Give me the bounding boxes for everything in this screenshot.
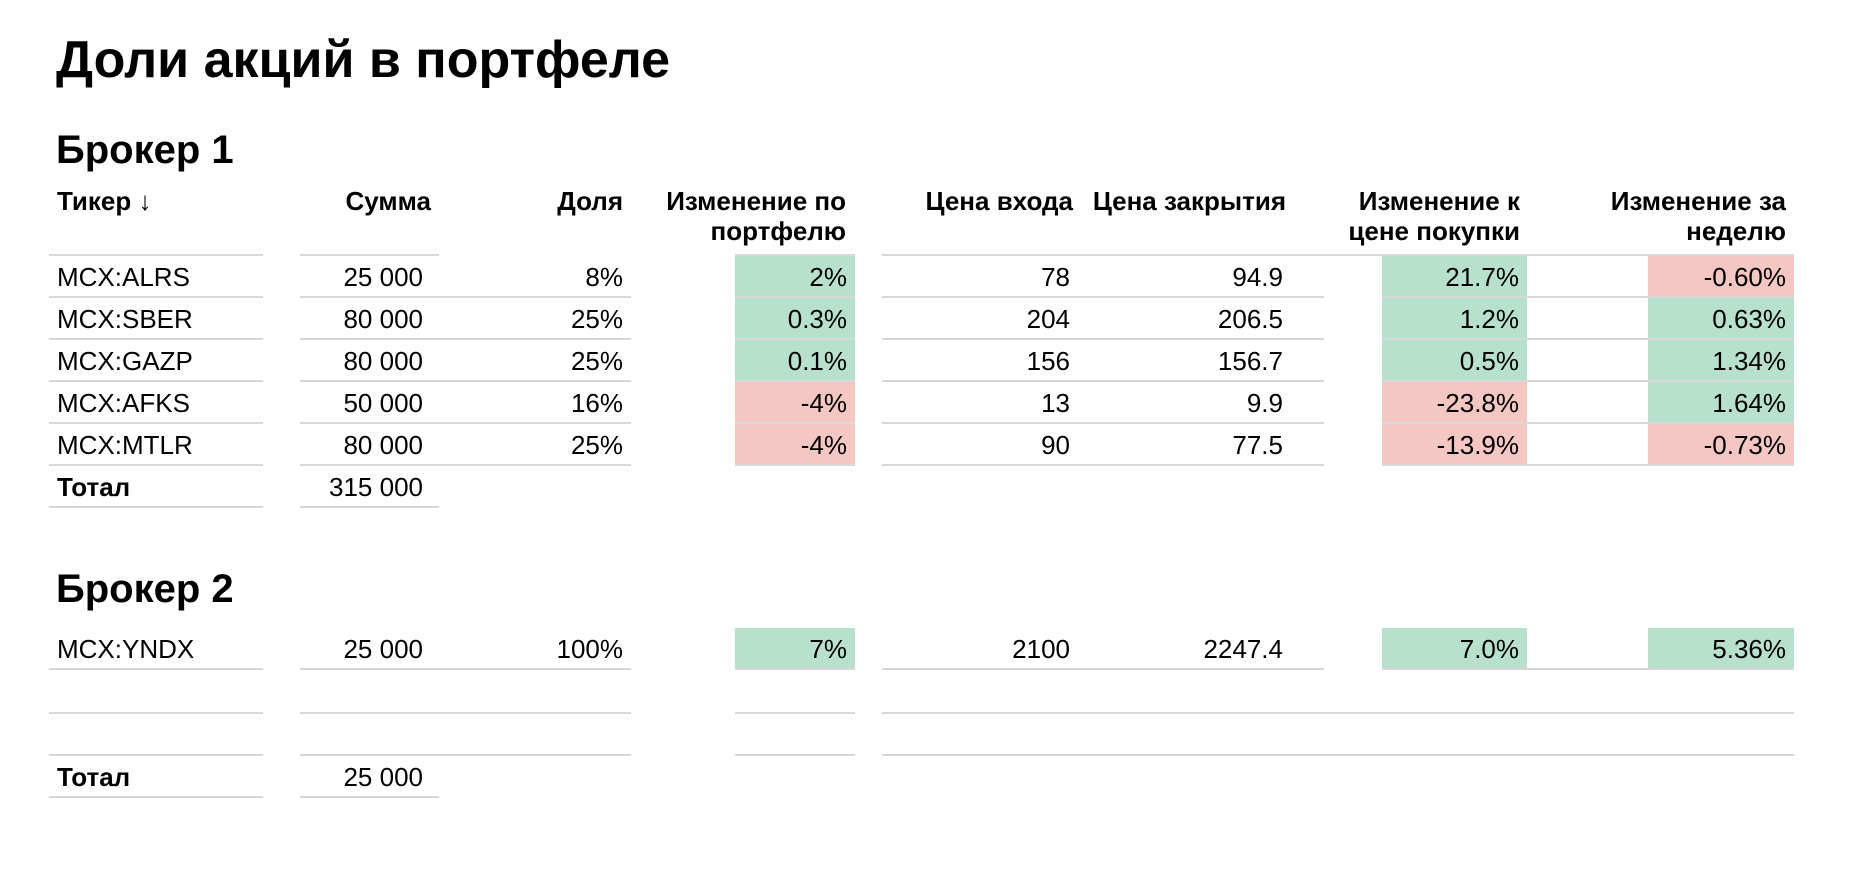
table-divider	[300, 254, 439, 256]
broker-2-total-sum: 25 000	[300, 756, 439, 798]
sum-cell: 50 000	[300, 382, 439, 424]
entry-price-cell: 156	[882, 340, 1078, 382]
gap-cell	[1291, 256, 1324, 298]
header-portfolio-change-line2: портфелю	[710, 216, 846, 246]
week-change-cell: 5.36%	[1648, 628, 1794, 670]
broker-1-title: Брокер 1	[56, 128, 234, 172]
broker-1-total-label: Тотал	[49, 466, 263, 508]
page-title: Доли акций в портфеле	[56, 31, 671, 89]
header-purchase-change-line2: цене покупки	[1348, 216, 1520, 246]
week-change-cell: -0.60%	[1648, 256, 1794, 298]
ticker-cell: MCX:YNDX	[49, 628, 263, 670]
empty-row-divider	[300, 754, 631, 756]
portfolio-change-cell: 0.3%	[735, 298, 855, 340]
header-week-change: Изменение за неделю	[1540, 186, 1786, 246]
close-price-cell: 77.5	[1078, 424, 1291, 466]
portfolio-change-cell: -4%	[735, 424, 855, 466]
header-entry-price: Цена входа	[925, 186, 1073, 216]
close-price-cell: 2247.4	[1078, 628, 1291, 670]
sum-cell: 25 000	[300, 628, 439, 670]
share-cell: 100%	[439, 628, 631, 670]
header-sum: Сумма	[345, 186, 431, 216]
gap-cell	[1527, 628, 1648, 670]
gap-cell	[1527, 340, 1648, 382]
share-cell: 25%	[439, 298, 631, 340]
sum-cell: 80 000	[300, 298, 439, 340]
close-price-cell: 9.9	[1078, 382, 1291, 424]
header-purchase-change: Изменение к цене покупки	[1300, 186, 1520, 246]
gap-cell	[1527, 298, 1648, 340]
header-portfolio-change-line1: Изменение по	[666, 186, 846, 216]
broker-2-title: Брокер 2	[56, 567, 234, 611]
sum-cell: 25 000	[300, 256, 439, 298]
gap-cell	[1527, 382, 1648, 424]
purchase-change-cell: 7.0%	[1382, 628, 1527, 670]
empty-row-divider	[300, 712, 631, 714]
ticker-cell: MCX:ALRS	[49, 256, 263, 298]
close-price-cell: 206.5	[1078, 298, 1291, 340]
portfolio-change-cell: -4%	[735, 382, 855, 424]
purchase-change-cell: -23.8%	[1382, 382, 1527, 424]
entry-price-cell: 13	[882, 382, 1078, 424]
ticker-cell: MCX:SBER	[49, 298, 263, 340]
header-week-change-line2: неделю	[1686, 216, 1786, 246]
close-price-cell: 94.9	[1078, 256, 1291, 298]
share-cell: 25%	[439, 340, 631, 382]
gap-cell	[1291, 382, 1324, 424]
gap-cell	[1527, 256, 1648, 298]
purchase-change-cell: 0.5%	[1382, 340, 1527, 382]
gap-cell	[1291, 424, 1324, 466]
header-ticker[interactable]: Тикер ↓	[57, 186, 152, 216]
table-divider	[49, 254, 263, 256]
purchase-change-cell: 21.7%	[1382, 256, 1527, 298]
week-change-cell: 1.34%	[1648, 340, 1794, 382]
sum-cell: 80 000	[300, 424, 439, 466]
ticker-cell: MCX:MTLR	[49, 424, 263, 466]
gap-cell	[1291, 340, 1324, 382]
share-cell: 8%	[439, 256, 631, 298]
ticker-cell: MCX:AFKS	[49, 382, 263, 424]
header-share: Доля	[557, 186, 623, 216]
portfolio-change-cell: 0.1%	[735, 340, 855, 382]
entry-price-cell: 78	[882, 256, 1078, 298]
broker-1-total-sum: 315 000	[300, 466, 439, 508]
purchase-change-cell: -13.9%	[1382, 424, 1527, 466]
portfolio-change-cell: 2%	[735, 256, 855, 298]
table-divider	[882, 254, 1794, 256]
close-price-cell: 156.7	[1078, 340, 1291, 382]
empty-row-divider	[49, 754, 263, 756]
entry-price-cell: 90	[882, 424, 1078, 466]
sum-cell: 80 000	[300, 340, 439, 382]
share-cell: 25%	[439, 424, 631, 466]
ticker-cell: MCX:GAZP	[49, 340, 263, 382]
header-purchase-change-line1: Изменение к	[1358, 186, 1520, 216]
empty-row-divider	[49, 712, 263, 714]
gap-cell	[1527, 424, 1648, 466]
entry-price-cell: 204	[882, 298, 1078, 340]
entry-price-cell: 2100	[882, 628, 1078, 670]
empty-row-divider	[735, 754, 855, 756]
week-change-cell: -0.73%	[1648, 424, 1794, 466]
portfolio-change-cell: 7%	[735, 628, 855, 670]
header-week-change-line1: Изменение за	[1610, 186, 1786, 216]
broker-2-total-label: Тотал	[49, 756, 263, 798]
gap-cell	[1291, 628, 1324, 670]
week-change-cell: 0.63%	[1648, 298, 1794, 340]
header-portfolio-change: Изменение по портфелю	[640, 186, 846, 246]
empty-row-divider	[882, 754, 1794, 756]
header-close-price: Цена закрытия	[1092, 186, 1286, 216]
share-cell: 16%	[439, 382, 631, 424]
gap-cell	[1291, 298, 1324, 340]
empty-row-divider	[735, 712, 855, 714]
week-change-cell: 1.64%	[1648, 382, 1794, 424]
table-divider	[735, 254, 855, 256]
purchase-change-cell: 1.2%	[1382, 298, 1527, 340]
empty-row-divider	[882, 712, 1794, 714]
